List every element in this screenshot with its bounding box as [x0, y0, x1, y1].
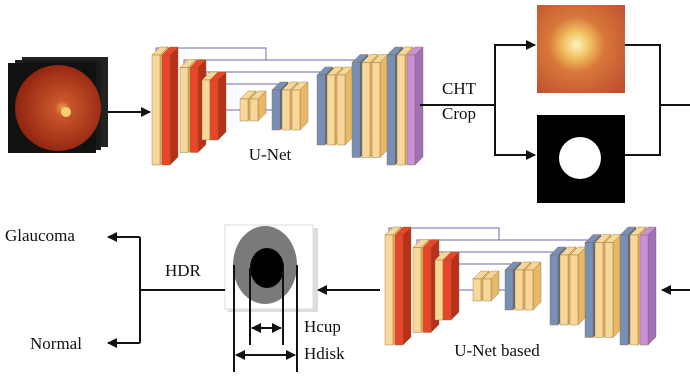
layer-side: [218, 72, 226, 140]
layer-side: [648, 227, 656, 345]
crop-label: Crop: [442, 104, 476, 123]
segmentation-result: [225, 225, 318, 312]
layer: [595, 243, 603, 338]
layer: [162, 55, 170, 165]
layer-side: [533, 262, 541, 310]
layer-side: [403, 227, 411, 345]
normal-label: Normal: [30, 334, 82, 353]
layer-side: [345, 67, 353, 145]
fundus-images: [8, 57, 108, 153]
layer: [395, 235, 403, 345]
layer: [525, 270, 533, 310]
disc-mask: [537, 115, 625, 203]
layer: [443, 260, 451, 320]
layer-side: [380, 55, 388, 158]
unet-label: U-Net: [249, 145, 292, 164]
layer-side: [578, 247, 586, 325]
layer: [202, 80, 210, 140]
glaucoma-label: Glaucoma: [5, 226, 75, 245]
merge: [625, 45, 690, 155]
layer: [605, 243, 613, 338]
layer: [550, 255, 558, 325]
branch: [140, 237, 225, 343]
layer-side: [170, 47, 178, 165]
layer: [240, 99, 248, 121]
layer: [505, 270, 513, 310]
hcup-label: Hcup: [304, 317, 341, 336]
layer: [180, 68, 188, 153]
layer: [385, 235, 393, 345]
layer: [640, 235, 648, 345]
layer: [337, 75, 345, 145]
layer: [372, 63, 380, 158]
layer: [407, 55, 415, 165]
hdisk-label: Hdisk: [304, 344, 345, 363]
layer: [317, 75, 325, 145]
unet-based-label: U-Net based: [454, 341, 540, 360]
layer-side: [300, 82, 308, 130]
layer: [282, 90, 290, 130]
layer: [585, 243, 593, 338]
layer: [327, 75, 335, 145]
layer: [560, 255, 568, 325]
layer: [152, 55, 160, 165]
layer: [413, 248, 421, 333]
layer: [210, 80, 218, 140]
diagram: U-Net CHT Crop U-Net based Hcup Hdisk HD…: [0, 0, 690, 374]
layer: [570, 255, 578, 325]
layer: [630, 235, 638, 345]
layer: [362, 63, 370, 158]
layer: [352, 63, 360, 158]
layer: [397, 55, 405, 165]
layer: [473, 279, 481, 301]
layer: [483, 279, 491, 301]
unet-block: [385, 227, 656, 345]
layer-side: [613, 235, 621, 338]
hdr-label: HDR: [165, 261, 202, 280]
branch: [495, 45, 535, 155]
layer: [292, 90, 300, 130]
layer: [250, 99, 258, 121]
layer: [423, 248, 431, 333]
layer: [190, 68, 198, 153]
layer: [272, 90, 280, 130]
layer: [387, 55, 395, 165]
layer: [620, 235, 628, 345]
layer: [515, 270, 523, 310]
layer: [435, 260, 443, 320]
layer-side: [451, 252, 459, 320]
cropped-disc: [537, 5, 625, 93]
cht-label: CHT: [442, 79, 477, 98]
